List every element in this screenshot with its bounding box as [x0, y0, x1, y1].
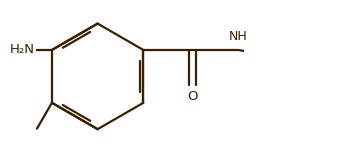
Text: O: O — [187, 90, 198, 103]
Text: NH: NH — [229, 30, 248, 43]
Text: H₂N: H₂N — [9, 43, 34, 56]
